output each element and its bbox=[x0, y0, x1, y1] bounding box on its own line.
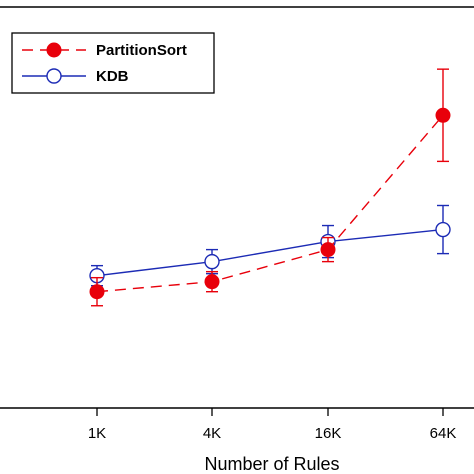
x-tick-label: 64K bbox=[430, 425, 457, 442]
legend-box bbox=[11, 32, 215, 94]
x-tick-label: 1K bbox=[88, 425, 106, 442]
legend-marker bbox=[46, 42, 62, 58]
legend-item: PartitionSort bbox=[22, 42, 187, 59]
series-kdb bbox=[89, 204, 451, 287]
legend-marker bbox=[46, 68, 62, 84]
x-tick-label: 16K bbox=[315, 425, 342, 442]
legend-label: KDB bbox=[96, 68, 129, 85]
x-axis-ticks: 1K 4K 16K 64K bbox=[88, 408, 457, 442]
series-line bbox=[96, 228, 444, 277]
x-axis-title: Number of Rules bbox=[204, 454, 339, 474]
data-point bbox=[204, 274, 220, 290]
data-point bbox=[320, 242, 336, 258]
series-partitionsort bbox=[89, 68, 451, 307]
data-point bbox=[204, 253, 220, 270]
legend: PartitionSort KDB bbox=[11, 32, 215, 94]
x-tick-label: 4K bbox=[203, 425, 221, 442]
legend-item: KDB bbox=[22, 68, 129, 85]
series-line bbox=[96, 114, 444, 293]
legend-label: PartitionSort bbox=[96, 42, 187, 59]
series-layer bbox=[89, 68, 451, 307]
data-point bbox=[435, 221, 451, 238]
data-point bbox=[89, 284, 105, 300]
data-point bbox=[435, 107, 451, 123]
